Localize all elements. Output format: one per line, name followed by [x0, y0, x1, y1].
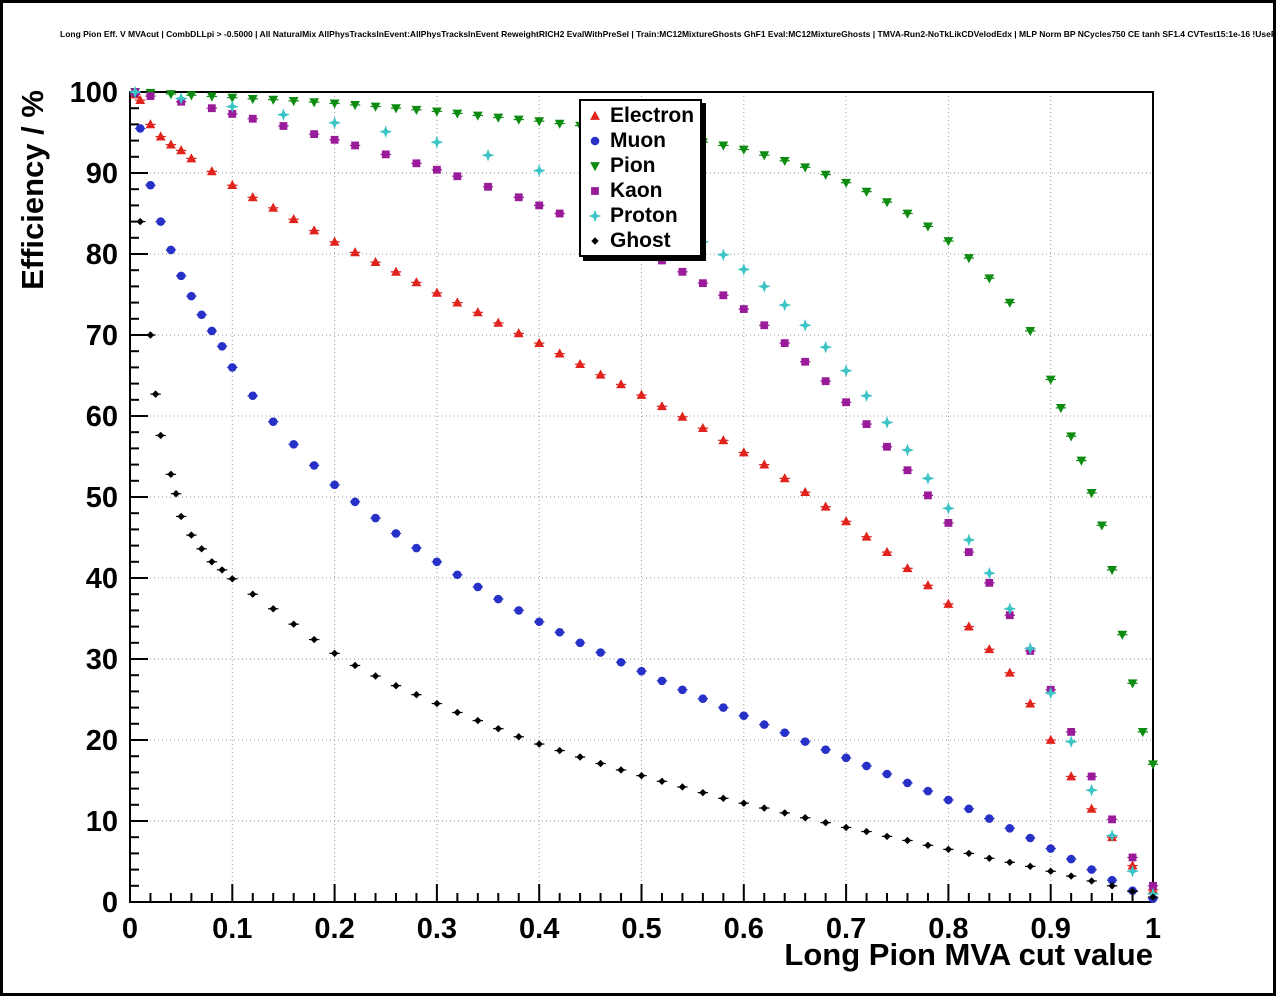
legend-label-ghost: Ghost [610, 228, 671, 252]
x-tick-label: 0.6 [724, 913, 764, 945]
x-tick-label: 0.5 [621, 913, 661, 945]
y-tick-label: 20 [86, 725, 118, 757]
legend-item-pion: Pion [584, 153, 694, 178]
x-tick-label: 0.2 [314, 913, 354, 945]
y-tick-label: 100 [70, 77, 118, 109]
legend-label-electron: Electron [610, 103, 695, 127]
efficiency-chart: Efficiency / % Long Pion MVA cut value 0… [15, 77, 1161, 972]
legend-item-muon: Muon [584, 128, 694, 153]
diamond-marker-icon [591, 236, 599, 245]
legend-item-kaon: Kaon [584, 178, 694, 203]
x-tick-label: 0.4 [519, 913, 559, 945]
y-tick-label: 50 [86, 482, 118, 514]
legend-item-ghost: Ghost [584, 228, 694, 253]
x-tick-label: 0.8 [928, 913, 968, 945]
x-axis-title: Long Pion MVA cut value [784, 937, 1153, 972]
y-tick-label: 0 [102, 887, 118, 919]
star4-marker-icon [588, 209, 602, 222]
x-tick-label: 0 [122, 913, 138, 945]
square-marker-icon [591, 186, 599, 195]
x-tick-label: 0.9 [1031, 913, 1071, 945]
x-tick-label: 0.3 [417, 913, 457, 945]
y-tick-label: 30 [86, 644, 118, 676]
legend-item-proton: Proton [584, 203, 694, 228]
triangle-down-marker-icon [590, 161, 600, 171]
legend-label-kaon: Kaon [610, 178, 663, 202]
y-tick-label: 90 [86, 158, 118, 190]
legend-label-proton: Proton [610, 203, 678, 227]
x-tick-label: 1 [1145, 913, 1161, 945]
y-tick-label: 70 [86, 320, 118, 352]
y-tick-label: 40 [86, 563, 118, 595]
legend: Electron Muon Pion Kaon Proton Ghost [579, 99, 703, 257]
circle-marker-icon [590, 136, 600, 145]
y-tick-label: 10 [86, 806, 118, 838]
legend-label-pion: Pion [610, 153, 656, 177]
y-axis-title: Efficiency / % [15, 90, 50, 290]
legend-item-electron: Electron [584, 103, 694, 128]
y-tick-label: 80 [86, 239, 118, 271]
y-tick-label: 60 [86, 401, 118, 433]
x-tick-label: 0.1 [212, 913, 252, 945]
legend-label-muon: Muon [610, 128, 666, 152]
x-tick-label: 0.7 [826, 913, 866, 945]
plot-title: Long Pion Eff. V MVAcut | CombDLLpi > -0… [60, 29, 1276, 39]
series-ghost [135, 217, 1159, 901]
triangle-up-marker-icon [590, 110, 600, 120]
